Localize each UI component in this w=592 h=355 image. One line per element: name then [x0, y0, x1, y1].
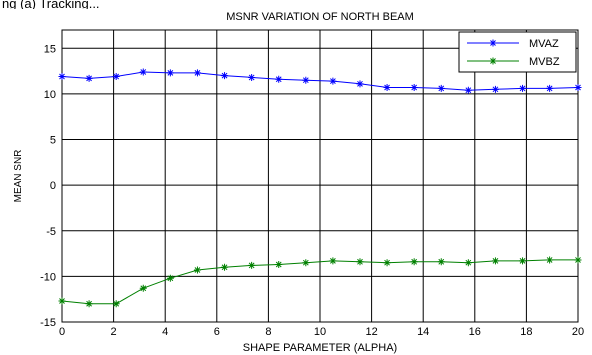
data-point-marker: [519, 84, 527, 92]
series-mvbz: [58, 256, 582, 308]
data-point-marker: [85, 300, 93, 308]
data-point-marker: [410, 258, 418, 266]
series-line: [61, 71, 579, 91]
data-point-marker: [248, 261, 256, 269]
y-tick-label: 5: [50, 135, 56, 147]
data-point-marker: [139, 68, 147, 76]
x-tick-label: 16: [469, 326, 481, 338]
data-point-marker: [85, 74, 93, 82]
x-tick-label: 2: [111, 326, 117, 338]
data-point-marker: [574, 256, 582, 264]
data-point-marker: [275, 75, 283, 83]
x-tick-label: 14: [417, 326, 429, 338]
x-tick-label: 0: [59, 326, 65, 338]
data-point-marker: [489, 57, 497, 65]
x-tick-label: 8: [265, 326, 271, 338]
data-point-marker: [329, 257, 337, 265]
data-point-marker: [464, 86, 472, 94]
legend-item-mvaz: MVAZ: [467, 38, 559, 50]
legend-label: MVBZ: [529, 56, 560, 68]
legend-box: [458, 31, 577, 73]
legend: MVAZ MVBZ: [458, 31, 577, 73]
data-point-marker: [574, 83, 582, 91]
data-point-marker: [139, 284, 147, 292]
y-tick-label: -5: [46, 226, 56, 238]
data-point-marker: [519, 257, 527, 265]
series-layer: [58, 68, 582, 308]
data-point-marker: [248, 73, 256, 81]
y-tick-label: 10: [44, 89, 56, 101]
grid-lines: [62, 30, 578, 322]
x-tick-label: 6: [214, 326, 220, 338]
plot-area-frame: [61, 29, 579, 323]
data-point-marker: [166, 274, 174, 282]
data-point-marker: [221, 72, 229, 80]
data-point-marker: [193, 69, 201, 77]
data-point-marker: [302, 259, 310, 267]
legend-label: MVAZ: [529, 38, 559, 50]
data-point-marker: [166, 69, 174, 77]
data-point-marker: [410, 83, 418, 91]
data-point-marker: [489, 39, 497, 47]
x-tick-label: 4: [162, 326, 168, 338]
data-point-marker: [546, 84, 554, 92]
data-point-marker: [58, 73, 66, 81]
y-tick-label: -15: [40, 317, 56, 329]
x-tick-label: 18: [520, 326, 532, 338]
data-point-marker: [58, 297, 66, 305]
data-point-marker: [112, 73, 120, 81]
figure-caption-fragment: ng (a) Tracking...: [2, 0, 100, 9]
data-point-marker: [275, 261, 283, 269]
y-tick-label: -10: [40, 271, 56, 283]
data-point-marker: [437, 84, 445, 92]
data-point-marker: [193, 266, 201, 274]
data-point-marker: [302, 76, 310, 84]
data-point-marker: [356, 80, 364, 88]
data-point-marker: [383, 259, 391, 267]
x-axis-label: SHAPE PARAMETER (ALPHA): [243, 342, 397, 354]
data-point-marker: [112, 300, 120, 308]
data-point-marker: [546, 256, 554, 264]
y-tick-label: 0: [50, 180, 56, 192]
data-point-marker: [329, 77, 337, 85]
x-tick-label: 12: [365, 326, 377, 338]
series-line: [61, 259, 578, 305]
data-point-marker: [383, 83, 391, 91]
data-point-marker: [437, 258, 445, 266]
data-point-marker: [356, 258, 364, 266]
data-point-marker: [464, 259, 472, 267]
data-point-marker: [491, 85, 499, 93]
series-mvaz: [58, 68, 582, 94]
x-tick-label: 10: [314, 326, 326, 338]
chart-title: MSNR VARIATION OF NORTH BEAM: [226, 11, 414, 23]
data-point-marker: [491, 257, 499, 265]
y-tick-label: 15: [44, 43, 56, 55]
data-point-marker: [221, 263, 229, 271]
x-tick-label: 20: [572, 326, 584, 338]
y-axis-label: MEAN SNR: [13, 150, 24, 203]
legend-item-mvbz: MVBZ: [467, 56, 560, 68]
axis-ticks: 0 2 4 6 8 10 12 14 16 18 20 -15 -10 -5 0 5 10 15: [40, 43, 584, 338]
